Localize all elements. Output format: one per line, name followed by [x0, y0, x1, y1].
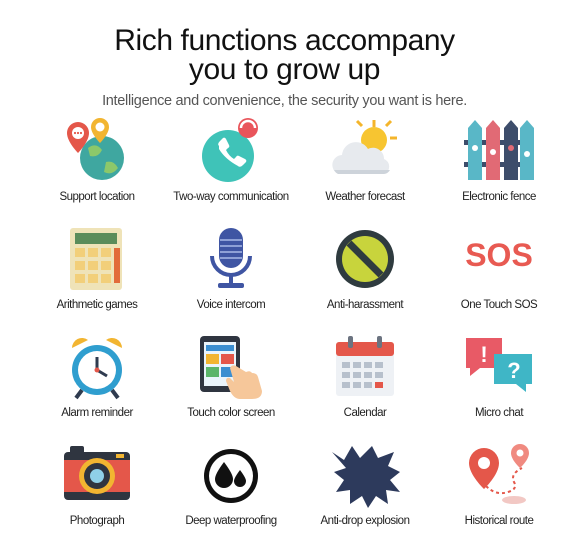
feature-label: One Touch SOS [460, 299, 538, 311]
feature-voice-intercom: Voice intercom [160, 226, 302, 331]
block-icon [336, 230, 394, 288]
feature-label: Photograph [69, 515, 125, 527]
title-line-1: Rich functions accompany [114, 24, 455, 57]
feature-label: Anti-drop explosion [320, 515, 410, 527]
alarm-clock-icon [72, 338, 122, 400]
route-pins-icon [469, 444, 529, 504]
feature-anti-harassment: Anti-harassment [294, 226, 436, 331]
feature-electronic-fence: Electronic fence [428, 118, 569, 223]
touch-screen-icon [200, 336, 262, 399]
feature-photograph: Photograph [26, 442, 168, 547]
feature-one-touch-sos: SOS One Touch SOS [428, 226, 569, 331]
feature-label: Support location [59, 191, 135, 203]
exclamation-text: ! [480, 342, 487, 367]
page-title: Rich functions accompany you to grow up [0, 24, 569, 86]
feature-label: Alarm reminder [61, 407, 133, 419]
feature-label: Two-way communication [173, 191, 289, 203]
feature-touch-color-screen: Touch color screen [160, 334, 302, 439]
sos-icon: SOS [465, 237, 533, 273]
water-drops-icon [204, 449, 258, 503]
feature-anti-drop-explosion: Anti-drop explosion [294, 442, 436, 547]
page-subtitle: Intelligence and convenience, the securi… [102, 93, 467, 109]
chat-bubbles-icon: ! ? [466, 338, 532, 392]
calendar-icon [336, 336, 394, 396]
fence-icon [464, 120, 534, 180]
feature-arithmetic-games: Arithmetic games [26, 226, 168, 331]
location-icon [67, 118, 124, 180]
weather-icon [332, 119, 397, 174]
phone-call-icon [202, 118, 258, 182]
feature-label: Voice intercom [196, 299, 266, 311]
feature-two-way-communication: Two-way communication [160, 118, 302, 223]
feature-label: Electronic fence [462, 191, 536, 203]
feature-support-location: Support location [26, 118, 168, 223]
feature-label: Historical route [464, 515, 534, 527]
feature-label: Touch color screen [187, 407, 275, 419]
microphone-icon [210, 228, 252, 288]
feature-label: Weather forecast [325, 191, 405, 203]
feature-label: Micro chat [474, 407, 524, 419]
explosion-icon [332, 446, 400, 508]
feature-weather-forecast: Weather forecast [294, 118, 436, 223]
feature-label: Anti-harassment [326, 299, 404, 311]
feature-alarm-reminder: Alarm reminder [26, 334, 168, 439]
feature-deep-waterproofing: Deep waterproofing [160, 442, 302, 547]
feature-historical-route: Historical route [428, 442, 569, 547]
feature-label: Deep waterproofing [185, 515, 277, 527]
question-text: ? [507, 358, 520, 383]
title-line-2: you to grow up [188, 53, 381, 86]
camera-icon [64, 446, 130, 500]
feature-label: Calendar [343, 407, 387, 419]
feature-calendar: Calendar [294, 334, 436, 439]
calculator-icon [70, 228, 122, 290]
feature-label: Arithmetic games [56, 299, 138, 311]
sos-text: SOS [465, 237, 533, 273]
feature-micro-chat: ! ? Micro chat [428, 334, 569, 439]
